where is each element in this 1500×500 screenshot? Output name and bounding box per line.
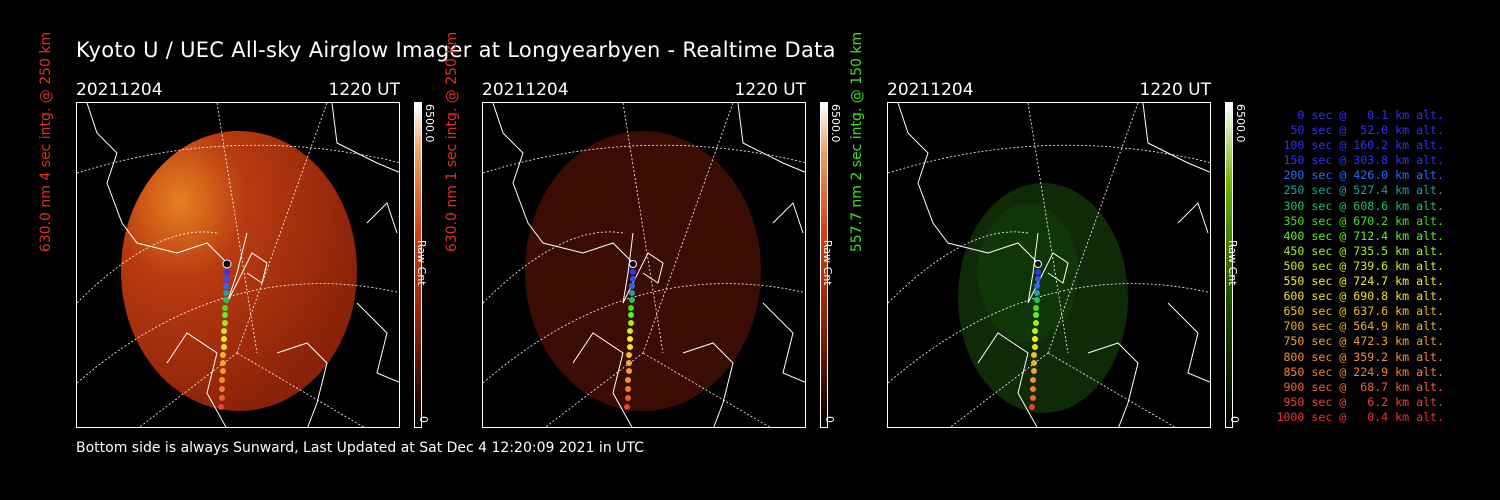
colorbar [1225,102,1233,428]
legend-item: 600 sec @ 690.8 km alt. [1283,289,1444,304]
panel-time: 1220 UT [734,80,807,100]
trajectory-marks [624,260,637,410]
allsky-image [482,102,806,428]
panel-time: 1220 UT [328,80,401,100]
footer-status: Bottom side is always Sunward, Last Upda… [76,440,644,456]
legend-item: 200 sec @ 426.0 km alt. [1283,168,1444,183]
legend-item: 900 sec @ 68.7 km alt. [1283,379,1444,394]
legend-item: 950 sec @ 6.2 km alt. [1283,394,1444,409]
legend-item: 400 sec @ 712.4 km alt. [1283,228,1444,243]
colorbar [414,102,422,428]
colorbar-max: 6500.0 [423,104,436,143]
legend-item: 50 sec @ 52.0 km alt. [1290,123,1444,138]
legend-item: 450 sec @ 735.5 km alt. [1283,243,1444,258]
panel-ylabel: 630.0 nm 4 sec intg. @ 250 km [38,31,54,253]
trajectory-marks [1029,260,1042,410]
legend-item: 650 sec @ 637.6 km alt. [1283,304,1444,319]
colorbar [820,102,828,428]
panel-time: 1220 UT [1139,80,1212,100]
legend-item: 300 sec @ 608.6 km alt. [1283,198,1444,213]
allsky-image [76,102,400,428]
legend-item: 0 sec @ 0.1 km alt. [1297,108,1444,122]
panel-630nm-4sec: 20211204 1220 UT 630.0 nm 4 sec intg. @ … [38,32,496,440]
colorbar-label: Raw Cnt [821,240,834,286]
legend-item: 800 sec @ 359.2 km alt. [1283,349,1444,364]
colorbar-max: 6500.0 [1234,104,1247,143]
panel-date: 20211204 [76,80,163,100]
panel-557nm-2sec: 20211204 1220 UT 557.7 nm 2 sec intg. @ … [849,32,1307,440]
page-title: Kyoto U / UEC All-sky Airglow Imager at … [76,38,836,62]
panel-ylabel: 557.7 nm 2 sec intg. @ 150 km [849,31,865,253]
trajectory-marks [218,259,232,410]
legend-item: 250 sec @ 527.4 km alt. [1283,183,1444,198]
legend-item: 150 sec @ 303.8 km alt. [1283,153,1444,168]
colorbar-label: Raw Cnt [415,240,428,286]
legend-item: 850 sec @ 224.9 km alt. [1283,364,1444,379]
allsky-image [887,102,1211,428]
panel-date: 20211204 [887,80,974,100]
panel-630nm-1sec: 20211204 1220 UT 630.0 nm 1 sec intg. @ … [444,32,902,440]
panel-date: 20211204 [482,80,569,100]
legend-item: 550 sec @ 724.7 km alt. [1283,274,1444,289]
legend-item: 500 sec @ 739.6 km alt. [1283,258,1444,273]
legend-item: 100 sec @ 160.2 km alt. [1283,138,1444,153]
trajectory-legend: 0 sec @ 0.1 km alt. 50 sec @ 52.0 km alt.… [1258,108,1444,425]
legend-item: 350 sec @ 670.2 km alt. [1283,213,1444,228]
colorbar-min: 0 [823,416,836,423]
legend-item: 1000 sec @ 0.4 km alt. [1276,409,1444,424]
colorbar-min: 0 [417,416,430,423]
colorbar-max: 6500.0 [829,104,842,143]
panel-ylabel: 630.0 nm 1 sec intg. @ 250 km [444,31,460,253]
legend-item: 750 sec @ 472.3 km alt. [1283,334,1444,349]
colorbar-min: 0 [1228,416,1241,423]
colorbar-label: Raw Cnt [1226,240,1239,286]
legend-item: 700 sec @ 564.9 km alt. [1283,319,1444,334]
